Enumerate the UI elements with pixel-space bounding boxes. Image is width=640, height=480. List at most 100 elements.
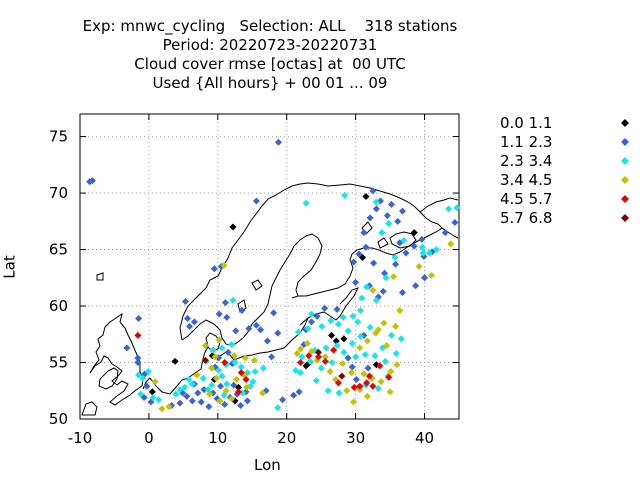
station-point xyxy=(374,326,382,334)
station-point xyxy=(212,374,220,382)
station-point xyxy=(355,250,363,258)
station-point xyxy=(241,354,249,362)
station-point xyxy=(371,352,379,360)
station-point xyxy=(421,274,429,282)
station-point xyxy=(412,282,420,290)
station-point xyxy=(372,198,380,206)
station-point xyxy=(134,331,142,339)
station-point xyxy=(224,348,232,356)
legend-marker-icon xyxy=(621,195,629,203)
station-point xyxy=(298,353,306,361)
station-point xyxy=(188,397,196,405)
station-point xyxy=(171,357,179,365)
station-point xyxy=(335,389,343,397)
station-point xyxy=(372,205,380,213)
station-point xyxy=(387,368,395,376)
station-point xyxy=(221,400,229,408)
station-point xyxy=(274,138,282,146)
station-point xyxy=(185,375,193,383)
station-point xyxy=(208,381,216,389)
station-point xyxy=(249,378,257,386)
station-point xyxy=(420,252,428,260)
station-point xyxy=(317,364,325,372)
station-point xyxy=(252,197,260,205)
station-point xyxy=(148,388,156,396)
legend-item: 2.3 3.4 xyxy=(500,152,630,171)
station-point xyxy=(374,385,382,392)
legend-marker-icon xyxy=(621,138,629,146)
station-point xyxy=(410,229,418,237)
station-point xyxy=(380,319,388,327)
station-point xyxy=(402,249,410,257)
station-point xyxy=(221,299,229,307)
station-point xyxy=(394,217,402,225)
station-point xyxy=(313,312,321,320)
station-point xyxy=(418,243,426,251)
x-tick-label: -10 xyxy=(68,429,93,447)
station-point xyxy=(259,364,267,372)
station-point xyxy=(223,380,231,388)
station-point xyxy=(188,380,196,388)
station-point xyxy=(230,352,238,360)
station-point xyxy=(183,314,191,322)
station-point xyxy=(216,397,224,405)
station-point xyxy=(356,333,364,341)
station-point xyxy=(232,375,240,383)
station-point xyxy=(290,391,298,399)
legend-label: 5.7 6.8 xyxy=(500,209,553,227)
station-point xyxy=(292,366,300,374)
station-point xyxy=(321,357,329,365)
station-point xyxy=(332,337,340,345)
station-point xyxy=(221,359,229,367)
station-point xyxy=(218,372,226,380)
station-point xyxy=(392,322,400,330)
station-point xyxy=(302,199,310,207)
station-point xyxy=(379,287,387,295)
station-point xyxy=(237,363,245,371)
station-point xyxy=(293,349,301,357)
station-point xyxy=(447,240,455,248)
station-point xyxy=(362,243,370,251)
station-point xyxy=(386,388,394,396)
station-point xyxy=(363,283,371,291)
station-point xyxy=(383,212,391,220)
station-point xyxy=(334,379,342,387)
station-point xyxy=(378,229,386,237)
coastline xyxy=(81,182,459,416)
station-point xyxy=(369,382,377,390)
x-axis-label: Lon xyxy=(254,456,281,474)
station-point xyxy=(397,335,405,343)
station-point xyxy=(215,366,223,374)
station-point xyxy=(377,378,385,386)
legend-label: 0.0 1.1 xyxy=(500,114,553,132)
y-axis-label: Lat xyxy=(0,255,19,279)
legend-item: 3.4 4.5 xyxy=(500,171,630,190)
station-point xyxy=(186,322,194,330)
station-point xyxy=(321,353,329,361)
station-point xyxy=(324,387,332,395)
station-point xyxy=(228,395,236,403)
station-point xyxy=(137,390,145,398)
station-point xyxy=(382,274,390,282)
station-point xyxy=(155,396,163,404)
station-point xyxy=(340,335,348,343)
station-point xyxy=(297,359,305,367)
station-point xyxy=(197,398,205,406)
station-point xyxy=(176,399,184,407)
station-point xyxy=(237,401,245,409)
station-point xyxy=(333,305,341,313)
station-point xyxy=(398,207,406,215)
station-point xyxy=(360,370,368,378)
y-tick-label: 50 xyxy=(49,410,68,428)
title-line-4: Used {All hours} + 00 01 ... 09 xyxy=(152,74,388,92)
station-point xyxy=(354,318,362,326)
x-tick-label: 30 xyxy=(346,429,365,447)
station-point xyxy=(441,229,449,237)
station-point xyxy=(243,383,251,391)
legend-label: 3.4 4.5 xyxy=(500,171,553,189)
station-point xyxy=(181,298,189,306)
station-point xyxy=(306,357,314,365)
station-point xyxy=(419,249,427,257)
station-point xyxy=(321,304,329,312)
